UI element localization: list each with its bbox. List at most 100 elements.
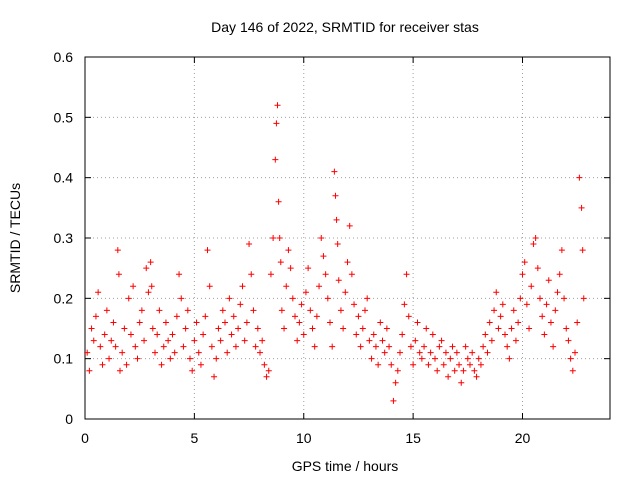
data-point	[462, 343, 469, 350]
data-point	[267, 271, 274, 278]
data-point	[86, 367, 93, 374]
data-point	[528, 283, 535, 290]
data-point	[92, 313, 99, 320]
data-point	[123, 361, 130, 368]
data-point	[394, 367, 401, 374]
data-point	[397, 349, 403, 356]
data-point	[160, 343, 167, 350]
data-point	[517, 295, 524, 302]
data-point	[90, 337, 97, 344]
data-point	[580, 295, 587, 302]
data-point	[300, 331, 307, 338]
data-point	[132, 343, 139, 350]
data-point	[541, 331, 548, 338]
data-point	[178, 295, 185, 302]
data-point	[197, 361, 204, 368]
data-point	[368, 355, 375, 362]
data-point	[302, 289, 309, 296]
data-point	[458, 379, 465, 386]
data-point	[211, 373, 218, 380]
data-point	[127, 331, 134, 338]
data-point	[103, 307, 110, 314]
data-point	[438, 337, 445, 344]
data-point	[464, 355, 471, 362]
data-point	[97, 343, 104, 350]
data-point	[526, 325, 533, 332]
data-point	[375, 361, 382, 368]
data-point	[237, 301, 244, 308]
data-point	[101, 331, 108, 338]
data-point	[337, 307, 344, 314]
data-point	[388, 361, 395, 368]
data-point	[561, 295, 568, 302]
data-point	[427, 349, 434, 356]
data-point	[169, 331, 176, 338]
data-point	[445, 373, 452, 380]
data-point	[362, 307, 368, 314]
data-point	[274, 102, 281, 109]
data-point	[456, 361, 463, 368]
data-point	[119, 349, 126, 356]
y-tick-label: 0.5	[54, 109, 74, 125]
data-point	[273, 120, 280, 127]
data-point	[547, 319, 554, 326]
data-point	[552, 307, 559, 314]
data-point	[182, 325, 189, 332]
data-point	[340, 325, 347, 332]
data-point	[283, 283, 290, 290]
data-point	[162, 319, 169, 326]
data-point	[576, 174, 583, 181]
data-point	[401, 301, 408, 308]
data-point	[277, 259, 284, 266]
data-point	[416, 349, 423, 356]
data-point	[108, 337, 115, 344]
data-point	[285, 247, 292, 254]
data-point	[226, 295, 233, 302]
data-point	[322, 271, 329, 278]
data-point	[189, 367, 196, 374]
data-point	[180, 343, 187, 350]
data-point	[383, 325, 390, 332]
data-point	[254, 325, 261, 332]
data-point	[480, 343, 487, 350]
data-point	[202, 313, 209, 320]
data-point	[88, 325, 95, 332]
data-point	[152, 349, 158, 356]
data-point	[477, 361, 484, 368]
data-point	[143, 265, 150, 272]
data-point	[149, 325, 156, 332]
data-point	[213, 355, 220, 362]
data-point	[410, 361, 417, 368]
data-point	[530, 241, 537, 248]
data-point	[275, 198, 282, 205]
data-point	[506, 355, 513, 362]
data-point	[407, 343, 414, 350]
data-point	[331, 168, 338, 175]
data-point	[353, 331, 360, 338]
data-point	[451, 367, 458, 374]
data-point	[200, 331, 207, 338]
data-point	[112, 343, 119, 350]
data-point	[504, 343, 511, 350]
data-point	[499, 301, 506, 308]
data-point	[563, 325, 570, 332]
data-point	[521, 259, 528, 266]
data-point	[381, 349, 388, 356]
data-point	[95, 289, 102, 296]
data-point	[313, 313, 320, 320]
data-point	[230, 313, 237, 320]
data-point	[379, 337, 386, 344]
data-point	[257, 349, 263, 356]
data-point	[298, 301, 305, 308]
data-point	[215, 325, 222, 332]
data-point	[167, 355, 174, 362]
data-point	[121, 325, 128, 332]
data-point	[147, 259, 154, 266]
data-point	[460, 367, 467, 374]
data-point	[165, 337, 172, 344]
data-point	[316, 283, 323, 290]
data-point	[130, 283, 137, 290]
data-point	[145, 289, 152, 296]
data-point	[239, 283, 246, 290]
data-point	[569, 367, 576, 374]
